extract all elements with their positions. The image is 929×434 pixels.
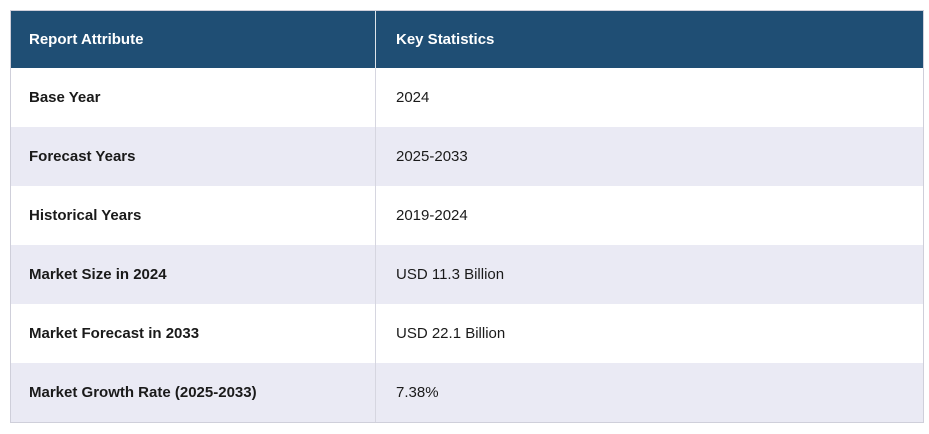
table-row-forecast-years: Forecast Years 2025-2033	[11, 127, 923, 186]
attribute-label: Market Growth Rate (2025-2033)	[11, 363, 376, 422]
column-header-report-attribute: Report Attribute	[11, 11, 376, 68]
attribute-value: 2019-2024	[396, 207, 468, 224]
table-row-base-year: Base Year 2024	[11, 68, 923, 127]
table-header-row: Report Attribute Key Statistics	[11, 11, 923, 68]
table-row-market-forecast: Market Forecast in 2033 USD 22.1 Billion	[11, 304, 923, 363]
attribute-label: Base Year	[11, 68, 376, 127]
attribute-value: 7.38%	[396, 384, 439, 401]
table-row-market-size: Market Size in 2024 USD 11.3 Billion	[11, 245, 923, 304]
attribute-label: Market Size in 2024	[11, 245, 376, 304]
column-header-key-statistics: Key Statistics	[396, 31, 495, 48]
attribute-label: Historical Years	[11, 186, 376, 245]
attribute-value: USD 11.3 Billion	[396, 266, 505, 283]
attribute-value: 2025-2033	[396, 148, 468, 165]
table-row-historical-years: Historical Years 2019-2024	[11, 186, 923, 245]
attribute-value: USD 22.1 Billion	[396, 325, 506, 342]
table-row-market-growth-rate: Market Growth Rate (2025-2033) 7.38%	[11, 363, 923, 422]
attribute-label: Market Forecast in 2033	[11, 304, 376, 363]
attribute-label: Forecast Years	[11, 127, 376, 186]
report-attributes-table: Report Attribute Key Statistics Base Yea…	[10, 10, 924, 423]
attribute-value: 2024	[396, 89, 430, 106]
